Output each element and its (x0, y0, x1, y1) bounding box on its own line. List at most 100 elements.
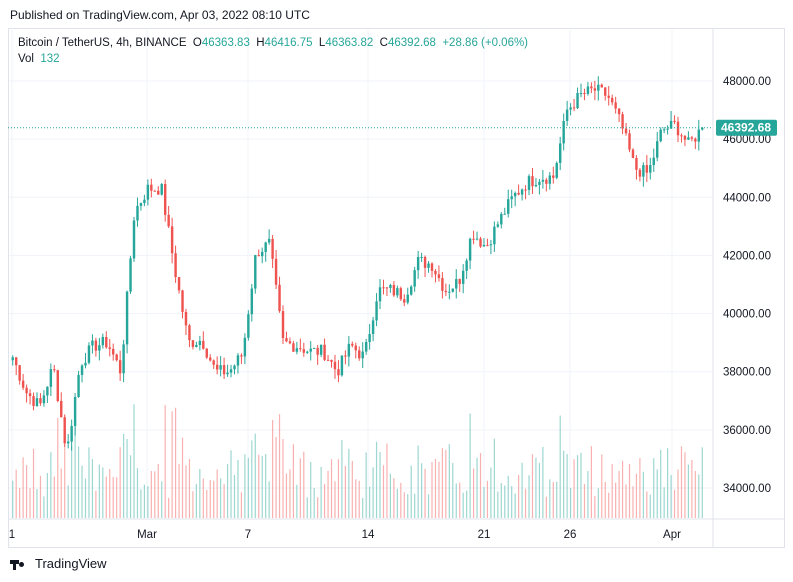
symbol-name[interactable]: Bitcoin / TetherUS, 4h, BINANCE (18, 37, 187, 49)
candle-body (486, 244, 489, 246)
candle-body (507, 199, 510, 214)
volume-bar (98, 464, 100, 518)
footer-brand[interactable]: TradingView (10, 556, 107, 571)
candle-body (392, 284, 396, 296)
candle-body (534, 184, 538, 187)
candle (479, 236, 482, 248)
volume-bar (365, 452, 367, 518)
candle-body (520, 189, 524, 195)
candle (184, 308, 188, 336)
candle (205, 347, 208, 360)
volume-bar (400, 482, 402, 518)
candle-body (118, 360, 122, 374)
volume-bar (625, 484, 627, 518)
candle-body (195, 344, 198, 347)
candle (389, 283, 392, 293)
candle-body (607, 95, 610, 98)
candle-body (215, 364, 219, 370)
candle (534, 177, 538, 188)
candle-body (409, 286, 413, 295)
volume-bar (573, 459, 575, 518)
candle-body (645, 165, 649, 173)
candle-body (680, 135, 683, 137)
candle-body (434, 270, 437, 275)
volume-bar (611, 463, 613, 518)
candle (323, 338, 326, 362)
candle-body (53, 369, 56, 371)
y-tick-label: 44000.00 (723, 192, 771, 204)
volume-bar (604, 481, 606, 518)
volume-bar (327, 470, 329, 518)
candle (84, 353, 87, 369)
volume-bar (317, 497, 319, 518)
volume-bar (632, 486, 634, 518)
volume-bar (299, 458, 301, 518)
candle-body (441, 277, 444, 291)
candle-body (396, 288, 399, 296)
candle-body (299, 348, 302, 350)
y-tick-label: 40000.00 (723, 309, 771, 321)
volume-bar (483, 486, 485, 518)
candle (493, 221, 496, 253)
candle-body (271, 238, 274, 259)
candle (174, 245, 177, 283)
candle (697, 119, 701, 151)
volume-bar (140, 489, 142, 518)
candle (53, 365, 56, 373)
candle-body (129, 258, 132, 292)
candle (222, 357, 226, 379)
candle (219, 356, 222, 377)
candle (579, 83, 583, 98)
candle-body (669, 120, 673, 129)
volume-bar (382, 465, 385, 518)
high-label: H (256, 37, 265, 49)
candle-body (569, 107, 572, 110)
candle (461, 264, 465, 294)
candle-body (174, 253, 177, 278)
volume-bar (590, 446, 592, 518)
candle (631, 148, 635, 159)
candle-body (683, 135, 687, 140)
candle-body (642, 165, 645, 177)
volume-bar (192, 491, 194, 518)
candle (406, 287, 409, 305)
candle (330, 359, 333, 368)
volume-bar (53, 476, 55, 518)
candle (215, 356, 219, 375)
candle (409, 284, 413, 296)
candle (472, 230, 475, 245)
candle-body (136, 205, 139, 221)
candle-body (49, 369, 53, 387)
volume-bar (116, 477, 118, 518)
candle (600, 83, 603, 88)
volume-bar (29, 488, 31, 518)
candle-body (46, 386, 49, 396)
candle-body (14, 357, 18, 366)
candle (687, 131, 690, 140)
candle (659, 127, 662, 143)
candle (11, 355, 14, 366)
candle (299, 338, 302, 352)
candle (368, 324, 371, 350)
x-tick-label: 1 (9, 529, 15, 541)
candle-body (482, 244, 486, 247)
chart-frame[interactable] (8, 28, 785, 548)
candle-body (63, 417, 66, 444)
candle-body (687, 137, 690, 140)
candle-body (309, 348, 312, 352)
candle-body (403, 299, 406, 303)
candle (590, 82, 593, 94)
candle (115, 353, 118, 362)
candle-body (181, 290, 184, 312)
volume-bar (639, 458, 641, 518)
candle-body (531, 176, 534, 187)
volume-bar (497, 491, 499, 518)
candle-body (28, 393, 32, 397)
candle-body (621, 114, 624, 129)
candle-body (333, 361, 337, 370)
volume-bar (667, 448, 669, 518)
volume-bar (334, 481, 336, 518)
volume-bar (504, 485, 506, 518)
volume-bar (223, 484, 225, 518)
